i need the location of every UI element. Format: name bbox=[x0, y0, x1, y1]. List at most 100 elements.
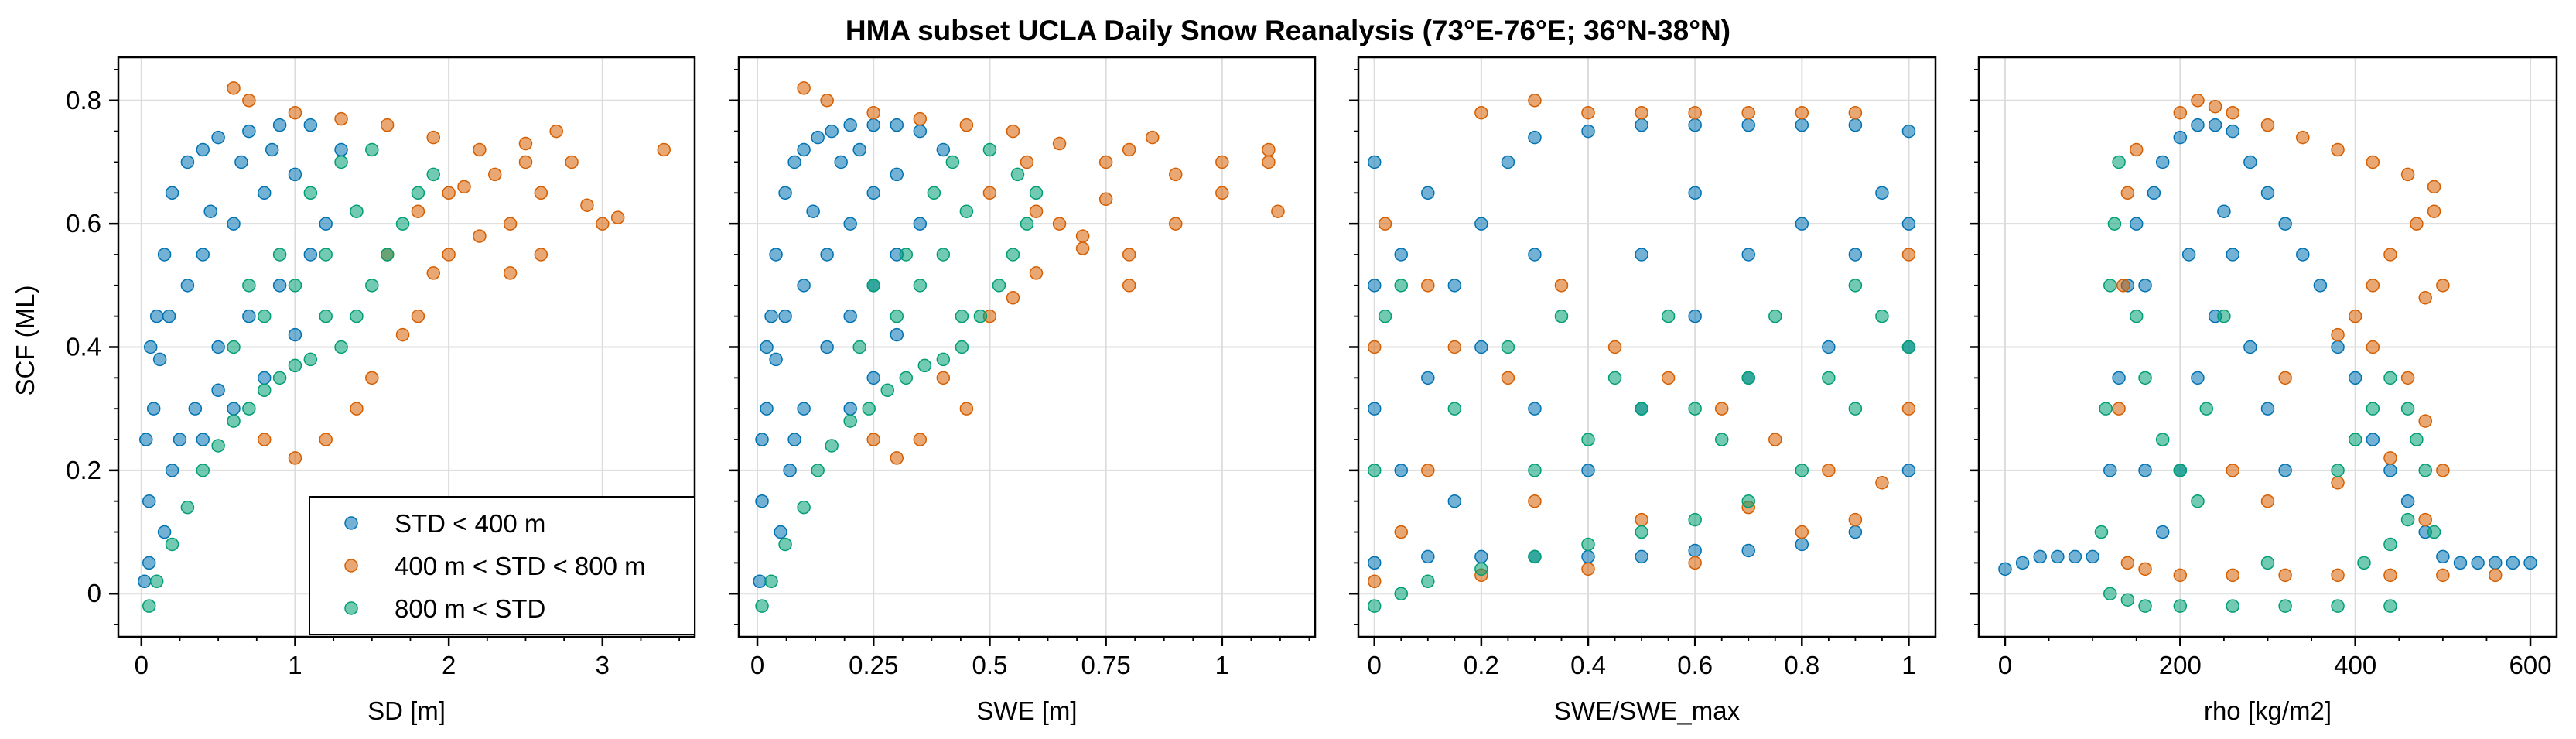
data-point bbox=[1554, 279, 1569, 293]
data-point bbox=[862, 402, 876, 416]
x-axis-label: SWE [m] bbox=[976, 696, 1077, 725]
data-point bbox=[797, 279, 811, 293]
data-point bbox=[973, 309, 988, 323]
data-point bbox=[2331, 568, 2345, 583]
data-point bbox=[1378, 217, 1392, 231]
legend-entry-0: STD < 400 m bbox=[395, 509, 545, 538]
data-point bbox=[755, 433, 769, 446]
data-point bbox=[2523, 556, 2537, 570]
data-point bbox=[811, 130, 825, 145]
data-point bbox=[257, 371, 272, 385]
data-point bbox=[2489, 568, 2503, 583]
data-point bbox=[2410, 217, 2424, 231]
data-point bbox=[1848, 105, 1863, 120]
data-point bbox=[2112, 371, 2126, 385]
data-point bbox=[142, 494, 156, 508]
data-point bbox=[534, 248, 548, 262]
data-point bbox=[288, 327, 302, 342]
data-point bbox=[2086, 549, 2099, 564]
data-point bbox=[1635, 512, 1648, 527]
data-point bbox=[2155, 525, 2170, 539]
data-point bbox=[2191, 94, 2205, 108]
data-point bbox=[2400, 494, 2415, 508]
legend-marker-2 bbox=[344, 601, 358, 615]
data-point bbox=[2418, 512, 2432, 527]
data-point bbox=[2331, 142, 2345, 157]
data-point bbox=[2383, 464, 2397, 477]
data-point bbox=[596, 217, 610, 231]
data-point bbox=[1367, 599, 1382, 613]
data-point bbox=[1075, 229, 1090, 243]
data-point bbox=[764, 309, 778, 323]
data-point bbox=[2243, 155, 2257, 169]
data-point bbox=[1367, 155, 1382, 169]
data-point bbox=[2260, 556, 2275, 570]
data-point bbox=[2418, 291, 2432, 305]
data-point bbox=[234, 155, 248, 169]
data-point bbox=[1795, 537, 1809, 552]
data-point bbox=[820, 340, 834, 354]
data-point bbox=[242, 279, 256, 293]
x-tick-label: 0.8 bbox=[1784, 651, 1819, 679]
data-point bbox=[1901, 402, 1916, 416]
data-point bbox=[2418, 414, 2432, 428]
data-point bbox=[1098, 155, 1113, 169]
data-point bbox=[917, 358, 932, 373]
data-point bbox=[2103, 587, 2117, 600]
data-point bbox=[1367, 279, 1382, 293]
data-point bbox=[2278, 371, 2292, 385]
data-point bbox=[2366, 155, 2380, 169]
data-point bbox=[1421, 464, 1435, 477]
data-point bbox=[890, 309, 904, 323]
data-point bbox=[1635, 525, 1648, 539]
data-point bbox=[272, 371, 287, 385]
legend-entry-1: 400 m < STD < 800 m bbox=[395, 552, 646, 580]
data-point bbox=[2217, 309, 2231, 323]
y-tick-label: 0.2 bbox=[66, 456, 101, 484]
data-point bbox=[2129, 142, 2144, 157]
data-point bbox=[1006, 124, 1020, 139]
x-tick-label: 2 bbox=[442, 651, 456, 679]
data-point bbox=[1741, 105, 1755, 120]
data-point bbox=[2173, 464, 2188, 477]
data-point bbox=[1010, 167, 1025, 182]
data-point bbox=[927, 186, 941, 200]
data-point bbox=[426, 130, 441, 145]
data-point bbox=[165, 537, 179, 552]
data-point bbox=[866, 371, 880, 385]
data-point bbox=[1688, 402, 1702, 416]
data-point bbox=[843, 402, 857, 416]
data-point bbox=[1394, 248, 1409, 262]
data-point bbox=[1052, 217, 1067, 231]
data-point bbox=[503, 217, 518, 231]
data-point bbox=[2129, 217, 2144, 231]
data-point bbox=[1901, 124, 1916, 139]
data-point bbox=[1367, 574, 1382, 589]
data-point bbox=[365, 142, 379, 157]
data-point bbox=[2427, 525, 2441, 539]
data-point bbox=[288, 451, 302, 465]
data-point bbox=[2348, 371, 2362, 385]
data-point bbox=[852, 340, 866, 354]
data-point bbox=[2120, 593, 2135, 607]
data-point bbox=[319, 309, 333, 323]
data-point bbox=[380, 248, 395, 262]
data-point bbox=[1098, 192, 1113, 207]
data-point bbox=[139, 433, 153, 446]
data-point bbox=[1581, 105, 1595, 120]
data-point bbox=[959, 118, 974, 132]
data-point bbox=[1795, 464, 1809, 477]
data-point bbox=[242, 124, 256, 139]
data-point bbox=[2116, 279, 2130, 293]
data-point bbox=[2366, 340, 2380, 354]
data-point bbox=[142, 556, 156, 570]
data-point bbox=[487, 167, 502, 182]
data-point bbox=[518, 136, 533, 151]
data-point bbox=[1848, 248, 1863, 262]
data-point bbox=[2260, 402, 2275, 416]
data-point bbox=[778, 186, 792, 200]
data-point bbox=[2173, 568, 2188, 583]
data-point bbox=[1447, 494, 1462, 508]
data-point bbox=[1421, 549, 1435, 564]
legend-marker-0 bbox=[344, 516, 358, 530]
